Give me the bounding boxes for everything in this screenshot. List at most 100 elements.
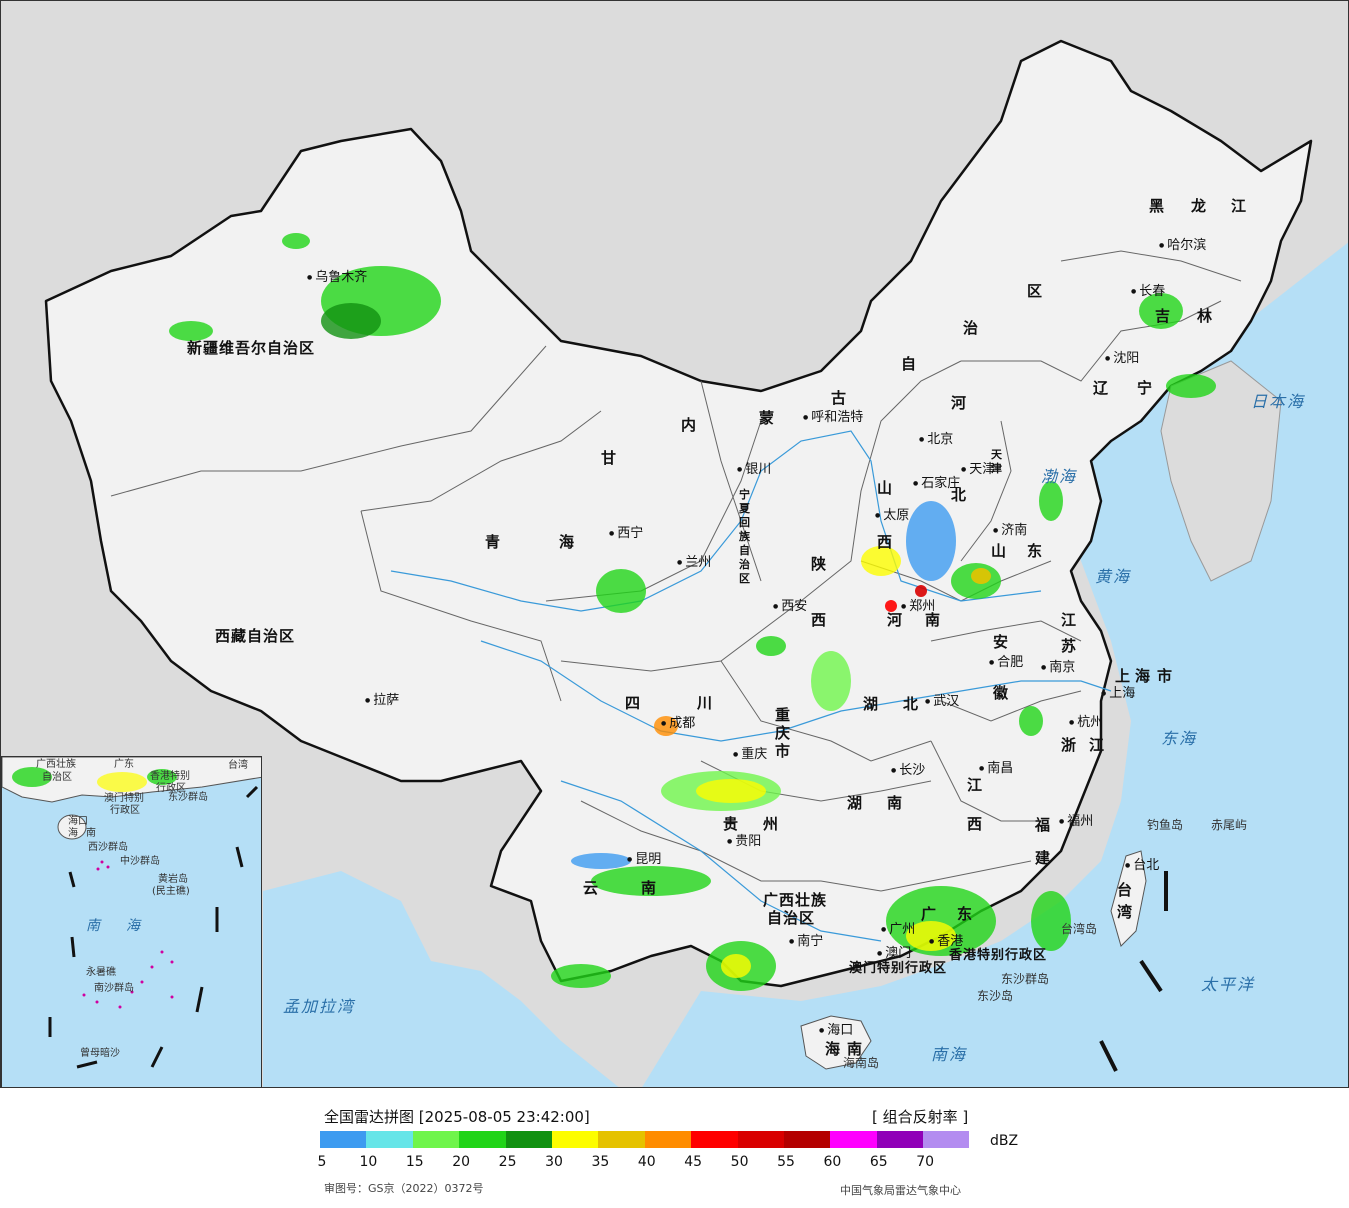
color-swatch (505, 1131, 552, 1148)
label-hunan-2: 南 (887, 794, 904, 812)
color-swatch (830, 1131, 877, 1148)
label-henan-1: 河 (887, 611, 904, 629)
label-jiangsu-1: 江 (1061, 611, 1078, 629)
city-shenyang: 沈阳 (1105, 352, 1139, 365)
scale-tick-label: 45 (684, 1154, 703, 1170)
boundary-dashes (1099, 871, 1168, 1072)
label-nm-6: 区 (1027, 282, 1044, 300)
label-hk-sar: 香港特别行政区 (949, 948, 1048, 963)
label-hainan-1: 海 (825, 1040, 842, 1058)
color-scale-ticks: 5 10 15 20 25 30 35 40 45 50 55 60 65 70 (310, 1154, 950, 1170)
label-jiangsu-2: 苏 (1061, 637, 1078, 655)
sea-pacific: 太平洋 (1201, 975, 1256, 994)
inset-label-xisha: 西沙群岛 (88, 842, 128, 853)
label-hubei-1: 湖 (863, 695, 880, 713)
label-hlj-1: 黑 (1149, 197, 1166, 215)
label-fujian-2: 建 (1035, 849, 1052, 867)
inset-label-hai: 海 (68, 828, 78, 839)
label-hlj-3: 江 (1231, 197, 1248, 215)
city-lhasa: 拉萨 (365, 694, 399, 707)
legend-title: 全国雷达拼图 [2025-08-05 23:42:00] (324, 1108, 590, 1126)
city-haikou: 海口 (819, 1024, 853, 1037)
label-tianjin-2: 津 (991, 462, 1003, 475)
inset-label-nansha: 南沙群岛 (94, 983, 134, 994)
korea-peninsula (1160, 360, 1282, 582)
label-anhui-1: 安 (993, 633, 1010, 651)
inset-label-yongshu: 永暑礁 (86, 967, 116, 978)
inset-islands (82, 860, 174, 1009)
label-ningxia-5: 自 (739, 544, 751, 557)
organization: 中国气象局雷达气象中心 (840, 1184, 961, 1197)
label-ningxia-4: 族 (739, 530, 751, 543)
inset-canvas (2, 757, 261, 1069)
city-macau: 澳门 (877, 947, 911, 960)
label-hebei-2: 北 (951, 486, 968, 504)
inset-label-huangyan: 黄岩岛 (158, 874, 188, 885)
city-hangzhou: 杭州 (1069, 716, 1103, 729)
sea-bohai: 渤海 (1041, 467, 1078, 486)
label-hubei-2: 北 (903, 695, 920, 713)
inset-sea-hai: 海 (126, 918, 142, 934)
province-boundaries (110, 250, 1242, 892)
scale-tick-label: 20 (452, 1154, 471, 1170)
south-china-sea-inset: 广西壮族 自治区 广东 香港特别 行政区 台湾 澳门特别 行政区 东沙群岛 海口… (1, 756, 262, 1087)
inset-label-guangdong: 广东 (114, 759, 134, 770)
label-guangxi-1: 广西壮族 (763, 891, 828, 909)
label-taiwan-2: 湾 (1117, 903, 1134, 921)
label-zhejiang-2: 江 (1089, 736, 1106, 754)
inset-label-zhongsha: 中沙群岛 (120, 856, 160, 867)
label-jilin-2: 林 (1197, 307, 1214, 325)
label-anhui-2: 徽 (993, 684, 1010, 702)
label-gansu-1: 甘 (601, 449, 618, 467)
label-guangxi-2: 自治区 (767, 909, 816, 927)
label-shanghai-1: 上 (1115, 667, 1132, 685)
legend-unit: dBZ (990, 1133, 1019, 1149)
island-taiwan: 台湾岛 (1061, 922, 1098, 936)
scale-tick-label: 55 (777, 1154, 795, 1170)
color-swatch (644, 1131, 692, 1148)
scale-tick-label: 5 (317, 1154, 327, 1170)
city-chongqing: 重庆 (733, 748, 767, 761)
city-hefei: 合肥 (989, 656, 1023, 669)
sea-east: 东海 (1161, 729, 1198, 748)
inset-dashes (48, 785, 259, 1069)
city-fuzhou: 福州 (1059, 815, 1093, 828)
legend-panel: 全国雷达拼图 [2025-08-05 23:42:00] [ 组合反射率 ] d… (0, 1088, 1349, 1208)
color-swatch (551, 1131, 599, 1148)
inset-label-nan: 南 (86, 828, 96, 839)
island-dongsha: 东沙岛 (977, 989, 1014, 1003)
inset-label-macau-sar: 行政区 (110, 805, 140, 816)
label-chongqing-3: 市 (775, 742, 792, 760)
label-liaoning-2: 宁 (1137, 379, 1154, 397)
inset-label-zengmu: 曾母暗沙 (80, 1048, 120, 1059)
color-swatch (412, 1131, 460, 1148)
city-guangzhou: 广州 (881, 923, 915, 936)
label-hlj-2: 龙 (1191, 197, 1208, 215)
inset-label-macau: 澳门特别 (104, 793, 144, 804)
inset-label-taiwan: 台湾 (228, 760, 248, 771)
city-wuhan: 武汉 (925, 695, 959, 708)
scale-tick-label: 50 (730, 1154, 749, 1170)
city-hongkong: 香港 (929, 935, 963, 948)
inset-hainan (57, 814, 87, 840)
inset-label-haikou: 海口 (68, 816, 88, 827)
city-changchun: 长春 (1131, 285, 1165, 298)
city-changsha: 长沙 (891, 764, 925, 777)
label-qinghai-1: 青 (485, 533, 502, 551)
color-swatch (783, 1131, 831, 1148)
city-lanzhou: 兰州 (677, 556, 711, 569)
color-swatch (366, 1131, 413, 1148)
scale-tick-label: 10 (359, 1154, 378, 1170)
city-zhengzhou: 郑州 (901, 600, 935, 613)
city-xining: 西宁 (609, 527, 643, 540)
label-chongqing-1: 重 (775, 706, 792, 724)
label-tianjin-1: 天 (991, 448, 1003, 461)
scale-tick-label: 70 (916, 1154, 935, 1170)
label-hunan-1: 湖 (847, 794, 864, 812)
city-taiyuan: 太原 (875, 509, 909, 522)
label-shanghai-2: 海 (1135, 667, 1152, 685)
label-hebei-1: 河 (951, 394, 968, 412)
city-shanghai: 上海 (1101, 687, 1135, 700)
city-chengdu: 成都 (661, 717, 695, 730)
color-swatch (923, 1131, 970, 1148)
